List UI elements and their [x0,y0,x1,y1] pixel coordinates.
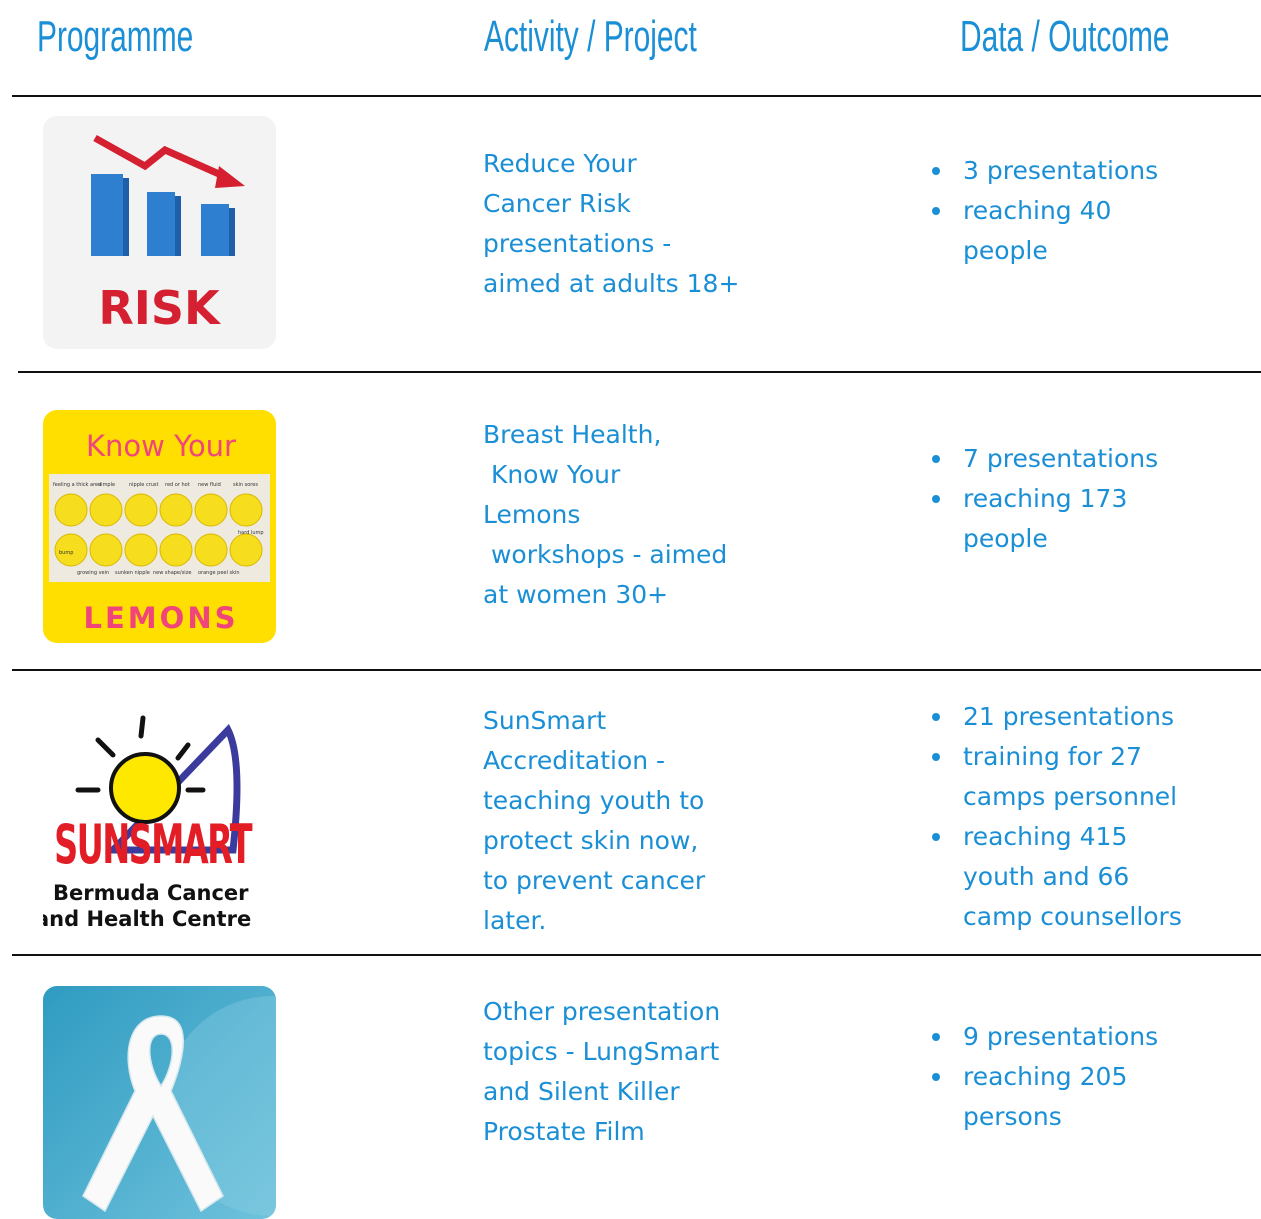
outcome-text: camps personnel [963,782,1178,811]
column-header: Activity / Project [484,12,697,61]
image-text: Know Your [86,429,236,463]
row-divider [12,669,1261,671]
lemons-image: Know Your feeling a thick area dimple ni… [43,410,276,643]
bullet [932,207,940,215]
outcome-text: youth and 66 [963,862,1130,891]
activity-text: topics - LungSmart [483,1037,720,1066]
image-text: LEMONS [84,601,239,635]
column-header: Data / Outcome [960,12,1170,61]
image-text: SUNSMART [54,813,253,877]
image-text: feeling a thick area [53,482,101,488]
bullet [932,1073,940,1081]
image-text: skin sores [233,482,258,488]
image-text: red or hot [165,482,190,488]
image-text: new shape/size [153,570,191,576]
outcome-text: people [963,236,1048,265]
bullet [932,753,940,761]
image-text: hard lump [238,530,264,536]
outcome-text: camp counsellors [963,902,1182,931]
image-text: RISK [98,281,222,335]
activity-text: Reduce Your [483,149,637,178]
image-text: and Health Centre [43,907,251,931]
bullet [932,495,940,503]
activity-text: teaching youth to [483,786,705,815]
image-text: new fluid [198,482,221,488]
activity-text: Cancer Risk [483,189,631,218]
row-divider [12,95,1261,97]
outcome-text: training for 27 [963,742,1142,771]
bullet [932,167,940,175]
outcome-text: people [963,524,1048,553]
activity-text: Breast Health, [483,420,662,449]
ribbon-image [43,986,276,1219]
image-text: dimple [98,482,115,488]
image-text: growing vein [77,570,109,576]
image-text: Bermuda Cancer [53,881,249,905]
activity-text: Other presentation [483,997,721,1026]
outcome-text: persons [963,1102,1062,1131]
bullet [932,1033,940,1041]
activity-text: workshops - aimed [483,540,728,569]
image-text: nipple crust [129,482,159,488]
outcome-text: 21 presentations [963,702,1175,731]
row-divider [12,954,1261,956]
activity-text: SunSmart [483,706,607,735]
activity-text: later. [483,906,547,935]
activity-text: Know Your [483,460,621,489]
image-text: orange peel skin [198,570,240,576]
bullet [932,833,940,841]
bullet [932,713,940,721]
outcome-text: reaching 205 [963,1062,1128,1091]
outcome-text: reaching 173 [963,484,1128,513]
activity-text: presentations - [483,229,672,258]
image-text: sunken nipple [115,570,150,576]
image-text: bump [59,550,73,556]
activity-text: protect skin now, [483,826,699,855]
outcome-text: 3 presentations [963,156,1159,185]
activity-text: aimed at adults 18+ [483,269,740,298]
bullet [932,455,940,463]
sunsmart-image: SUNSMART Bermuda Cancer and Health Centr… [43,700,276,933]
activity-text: Accreditation - [483,746,666,775]
outcome-text: 7 presentations [963,444,1159,473]
outcome-text: reaching 40 [963,196,1112,225]
outcome-text: reaching 415 [963,822,1128,851]
outcome-text: 9 presentations [963,1022,1159,1051]
column-header: Programme [37,12,194,61]
activity-text: to prevent cancer [483,866,706,895]
activity-text: Lemons [483,500,581,529]
activity-text: at women 30+ [483,580,669,609]
risk-image: RISK [43,116,276,349]
activity-text: and Silent Killer [483,1077,680,1106]
activity-text: Prostate Film [483,1117,645,1146]
row-divider [18,371,1261,373]
